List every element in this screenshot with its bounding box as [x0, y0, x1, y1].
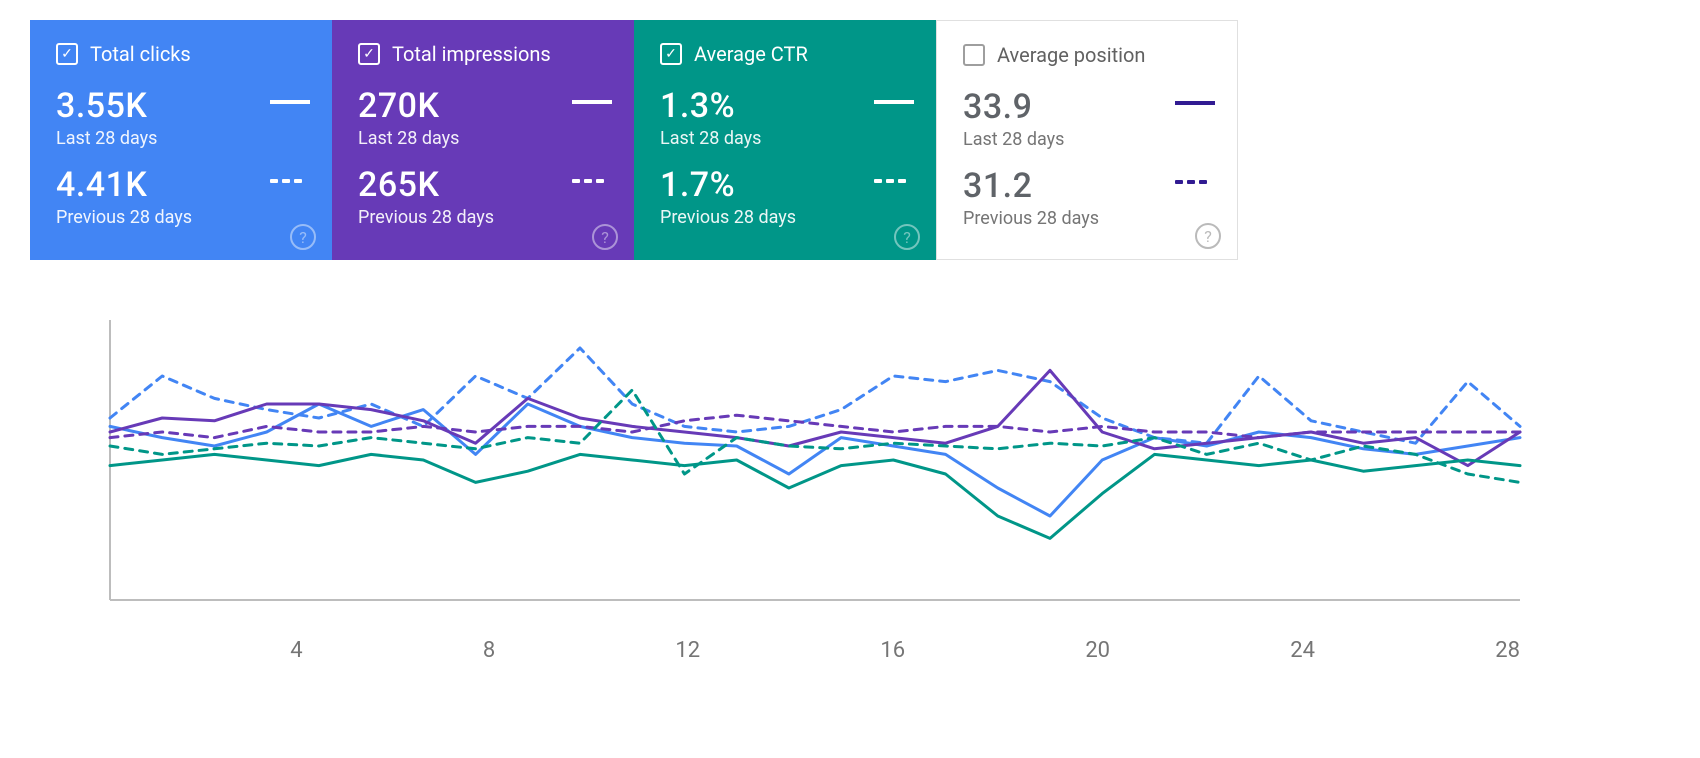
previous-label: Previous 28 days	[56, 207, 192, 228]
previous-label: Previous 28 days	[963, 208, 1099, 229]
current-label: Last 28 days	[56, 128, 157, 149]
chart-x-axis-labels: 4 8 12 16 20 24 28	[110, 610, 1520, 663]
previous-value: 31.2	[963, 166, 1099, 206]
current-label: Last 28 days	[963, 129, 1064, 150]
series-clicks_previous	[110, 348, 1520, 443]
chart-container: 4 8 12 16 20 24 28	[0, 260, 1700, 663]
series-ctr_current	[110, 454, 1520, 538]
legend-solid-line	[1175, 101, 1215, 105]
card-header: ✓ Average CTR	[660, 42, 914, 66]
current-value: 3.55K	[56, 86, 157, 126]
current-value: 270K	[358, 86, 459, 126]
card-header: ✓ Total clicks	[56, 42, 310, 66]
legend-solid-line	[572, 100, 612, 104]
previous-value: 265K	[358, 165, 494, 205]
help-icon[interactable]: ?	[592, 224, 618, 250]
previous-label: Previous 28 days	[358, 207, 494, 228]
current-value: 1.3%	[660, 86, 761, 126]
checkbox-icon[interactable]: ✓	[660, 43, 682, 65]
current-label: Last 28 days	[358, 128, 459, 149]
help-icon[interactable]: ?	[1195, 223, 1221, 249]
metric-card-total-impressions[interactable]: ✓ Total impressions 270K Last 28 days 26…	[332, 20, 634, 260]
help-icon[interactable]: ?	[894, 224, 920, 250]
x-tick-label: 28	[1495, 638, 1520, 663]
current-label: Last 28 days	[660, 128, 761, 149]
current-value: 33.9	[963, 87, 1064, 127]
performance-line-chart	[100, 310, 1530, 610]
checkbox-icon[interactable]: ✓	[358, 43, 380, 65]
legend-dashed-line	[270, 179, 310, 183]
checkbox-icon[interactable]	[963, 44, 985, 66]
card-title: Total impressions	[392, 42, 551, 66]
card-header: Average position	[963, 43, 1215, 67]
metric-cards-row: ✓ Total clicks 3.55K Last 28 days 4.41K …	[0, 0, 1700, 260]
previous-value: 4.41K	[56, 165, 192, 205]
legend-solid-line	[874, 100, 914, 104]
x-tick-label: 8	[483, 638, 495, 663]
previous-label: Previous 28 days	[660, 207, 796, 228]
legend-dashed-line	[874, 179, 914, 183]
checkbox-icon[interactable]: ✓	[56, 43, 78, 65]
x-tick-label: 4	[290, 638, 302, 663]
x-tick-label: 12	[675, 638, 700, 663]
legend-solid-line	[270, 100, 310, 104]
x-tick-label: 16	[880, 638, 905, 663]
card-header: ✓ Total impressions	[358, 42, 612, 66]
card-title: Total clicks	[90, 42, 191, 66]
metric-card-total-clicks[interactable]: ✓ Total clicks 3.55K Last 28 days 4.41K …	[30, 20, 332, 260]
x-tick-label: 20	[1085, 638, 1110, 663]
legend-dashed-line	[1175, 180, 1215, 184]
x-tick-label: 24	[1290, 638, 1315, 663]
metric-card-average-ctr[interactable]: ✓ Average CTR 1.3% Last 28 days 1.7% Pre…	[634, 20, 936, 260]
metric-card-average-position[interactable]: Average position 33.9 Last 28 days 31.2 …	[936, 20, 1238, 260]
help-icon[interactable]: ?	[290, 224, 316, 250]
card-title: Average position	[997, 43, 1145, 67]
legend-dashed-line	[572, 179, 612, 183]
card-title: Average CTR	[694, 42, 808, 66]
previous-value: 1.7%	[660, 165, 796, 205]
